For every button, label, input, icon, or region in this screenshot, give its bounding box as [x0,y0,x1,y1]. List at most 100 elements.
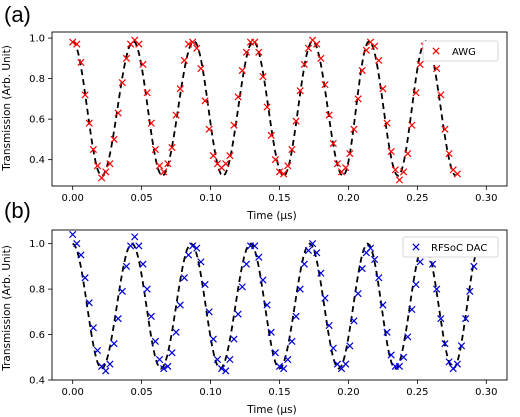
panel-b-legend: RFSoC DAC [402,236,499,258]
x-tick-label: 0.05 [130,387,152,398]
data-point [172,111,180,119]
data-point [251,38,259,46]
data-point [441,125,449,133]
data-point [408,121,416,129]
x-tick-label: 0.30 [475,387,497,398]
data-point [143,285,151,293]
data-point [333,160,342,168]
y-tick-label: 0.6 [29,330,45,341]
panel-a-fit-curve [72,39,457,178]
data-point [230,335,238,343]
data-point [412,89,420,97]
data-point [346,149,354,158]
data-point [271,156,279,164]
data-point [296,87,304,95]
data-point [98,174,106,182]
data-point [395,176,404,184]
data-point [371,255,379,264]
panel-a: (a) Transmission (Arb. Unit) Time (μs) 0… [1,2,508,222]
data-point [155,162,164,170]
fit-curve-line [72,39,457,178]
data-point [284,355,292,364]
data-point [160,168,168,176]
panel-a-plot-area [51,31,508,187]
data-point [209,335,217,343]
data-point [263,301,271,309]
data-point [193,44,201,52]
data-point [280,170,288,178]
data-point [242,48,251,56]
data-point [139,60,147,69]
data-point [213,355,222,364]
data-point [205,125,213,133]
data-point [93,162,102,170]
data-point [375,56,383,64]
data-point [255,253,263,261]
data-point [118,287,126,295]
data-point [399,168,408,176]
data-point [267,328,275,336]
panel-a-legend-label: AWG [452,47,476,58]
data-point [238,283,246,291]
data-point [106,360,114,368]
data-point [317,269,325,277]
data-point [143,89,151,97]
panel-a-legend-marker [432,47,440,55]
data-point [263,103,271,111]
panel-a-data-points [69,36,461,184]
data-point [350,125,358,133]
data-point [416,60,424,69]
fit-curve-line [72,242,482,370]
data-point [147,119,155,127]
data-point [193,244,201,252]
data-point [321,294,329,302]
y-tick-label: 0.8 [29,74,45,85]
panel-a-label: (a) [4,2,31,27]
panel-a-legend-box [422,40,499,62]
data-point [362,46,370,54]
data-point [350,317,358,325]
data-point [317,54,325,62]
x-tick-label: 0.15 [268,387,290,398]
data-point [371,42,379,50]
data-point [89,324,97,332]
data-point [354,290,362,298]
data-point [462,315,470,323]
x-tick-label: 0.10 [199,193,221,204]
data-point [313,249,321,257]
data-point [81,274,89,282]
data-point [304,246,313,255]
data-point [395,362,404,370]
data-point [168,349,176,357]
data-point [358,66,366,75]
panel-b-fit-curve [72,242,482,370]
data-point [284,162,292,170]
data-point [275,362,284,370]
data-point [387,351,395,359]
data-point [209,151,217,160]
x-tick-label: 0.10 [199,387,221,398]
data-point [217,365,226,373]
data-point [164,362,172,370]
data-point [197,64,205,73]
x-tick-label: 0.20 [337,387,359,398]
data-point [428,260,437,268]
data-point [329,344,337,352]
data-point [354,95,362,103]
panel-a-y-axis-label: Transmission (Arb. Unit) [1,45,13,172]
data-point [433,64,441,73]
data-point [342,164,350,172]
data-point [85,119,93,127]
data-point [445,149,453,158]
data-point [122,262,131,270]
data-point [296,285,304,293]
x-tick-label: 0.00 [62,193,84,204]
data-point [288,337,296,345]
data-point [437,91,445,99]
panel-b-legend-box [402,236,499,258]
data-point [184,251,193,259]
x-tick-label: 0.00 [62,387,84,398]
data-point [201,97,209,105]
panel-a-legend: AWG [422,40,499,62]
